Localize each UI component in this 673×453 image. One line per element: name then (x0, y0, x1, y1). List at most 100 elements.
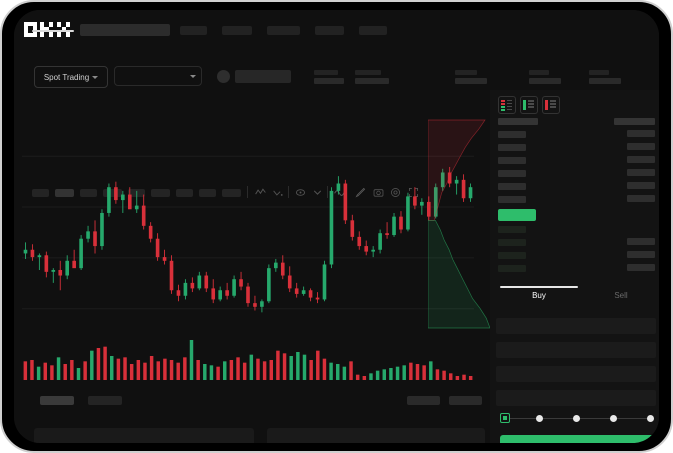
orderbook-bid-row[interactable] (498, 265, 526, 272)
bottom-action-2[interactable] (449, 396, 482, 405)
orderbook-bid-size (627, 251, 655, 258)
pair-select[interactable] (114, 66, 202, 86)
interval-chip-1[interactable] (32, 189, 49, 197)
stat-1 (314, 70, 344, 84)
nav-item-5[interactable] (359, 26, 387, 35)
market-mode-select[interactable]: Spot Trading (34, 66, 108, 88)
interval-chip-7[interactable] (176, 189, 193, 197)
stat-4 (529, 70, 561, 84)
search-input[interactable] (80, 24, 170, 36)
orderbook-ask-row[interactable] (498, 196, 526, 203)
wave-icon[interactable] (333, 186, 346, 199)
tab-buy[interactable]: Buy (532, 291, 546, 300)
orderbook-ask-size (627, 182, 655, 189)
orderbook-ask-size (627, 169, 655, 176)
pair-price (235, 70, 291, 83)
bottom-tab-1[interactable] (40, 396, 74, 405)
tab-sell[interactable]: Sell (614, 291, 628, 300)
orderbook-ask-size (627, 130, 655, 137)
stepper-dot-0[interactable] (500, 413, 510, 423)
orderbook-bid-size (627, 264, 655, 271)
nav-item-1[interactable] (180, 26, 207, 35)
nav-item-2[interactable] (222, 26, 252, 35)
orderbook-header-size (614, 118, 655, 125)
orderbook-bid-size (627, 238, 655, 245)
okx-logo[interactable]: OKX (24, 22, 70, 37)
volume-svg (23, 340, 473, 380)
orderbook-ask-row[interactable] (498, 183, 526, 190)
orderbook-bid-row[interactable] (498, 239, 526, 246)
chevron-down-icon (92, 75, 99, 79)
interval-chip-2[interactable] (55, 189, 74, 197)
app-header: OKX (14, 10, 659, 48)
order-field-3[interactable] (496, 366, 656, 382)
stat-3 (455, 70, 487, 84)
depth-chart-overlay (428, 116, 490, 338)
chart-gridlines (22, 155, 474, 310)
orderbook-bids-icon[interactable] (520, 96, 538, 114)
orderbook-bid-row[interactable] (498, 226, 526, 233)
toolbar-divider-3 (327, 186, 328, 198)
interval-chip-8[interactable] (199, 189, 216, 197)
chart-type-icon[interactable] (254, 186, 267, 199)
nav-item-3[interactable] (267, 26, 300, 35)
order-field-2[interactable] (496, 342, 656, 358)
alerts-icon[interactable] (294, 186, 307, 199)
market-mode-label: Spot Trading (43, 72, 90, 82)
interval-chip-3[interactable] (80, 189, 97, 197)
order-form-tabs: Buy Sell (494, 286, 659, 310)
orderbook-last-price (498, 209, 536, 221)
indicators-icon[interactable] (272, 186, 285, 199)
chevron-down-icon[interactable] (311, 186, 324, 199)
candlestick-chart-svg (22, 155, 474, 313)
bottom-panel-1 (34, 428, 254, 443)
bottom-panel-2 (267, 428, 485, 443)
stepper-dot-2[interactable] (573, 415, 580, 422)
stat-5 (589, 70, 621, 84)
orderbook-ask-size (627, 195, 655, 202)
nav-item-4[interactable] (315, 26, 344, 35)
bottom-tab-2[interactable] (88, 396, 122, 405)
interval-chip-9[interactable] (222, 189, 241, 197)
order-field-4[interactable] (496, 390, 656, 406)
pencil-icon[interactable] (354, 186, 367, 199)
orderbook-ask-size (627, 156, 655, 163)
device-bezel: OKX (14, 10, 659, 443)
stepper-dot-1[interactable] (536, 415, 543, 422)
fullscreen-icon[interactable] (407, 186, 420, 199)
interval-chip-4[interactable] (103, 189, 122, 197)
order-field-1[interactable] (496, 318, 656, 334)
orderbook-ask-row[interactable] (498, 157, 526, 164)
candle-series (23, 166, 473, 313)
chevron-down-icon (190, 74, 196, 78)
trading-app: OKX (14, 10, 659, 443)
orderbook-header-price (498, 118, 538, 125)
orderbook-both-icon[interactable] (498, 96, 516, 114)
amount-stepper[interactable] (498, 413, 656, 425)
orderbook-panel: Buy Sell (490, 90, 659, 443)
toolbar-divider-2 (288, 186, 289, 198)
buy-tab-underline (500, 286, 578, 288)
orderbook-ask-row[interactable] (498, 144, 526, 151)
stepper-dot-3[interactable] (610, 415, 617, 422)
interval-chip-6[interactable] (151, 189, 170, 197)
bottom-tab-bar (22, 392, 482, 416)
camera-icon[interactable] (372, 186, 385, 199)
orderbook-ask-size (627, 143, 655, 150)
depth-chart-svg (428, 119, 490, 329)
volume-histogram (22, 336, 474, 384)
orderbook-ask-row[interactable] (498, 131, 526, 138)
bottom-action-1[interactable] (407, 396, 440, 405)
candlestick-chart[interactable] (22, 118, 474, 330)
pair-avatar (217, 70, 230, 83)
orderbook-ask-row[interactable] (498, 170, 526, 177)
orderbook-bid-row[interactable] (498, 252, 526, 259)
toolbar-divider-1 (247, 186, 248, 198)
stat-2 (355, 70, 389, 84)
settings-icon[interactable] (389, 186, 402, 199)
stepper-dot-4[interactable] (647, 415, 654, 422)
bottom-tab-active-underline (32, 30, 74, 32)
orderbook-asks-icon[interactable] (542, 96, 560, 114)
submit-order-button[interactable] (500, 435, 655, 443)
